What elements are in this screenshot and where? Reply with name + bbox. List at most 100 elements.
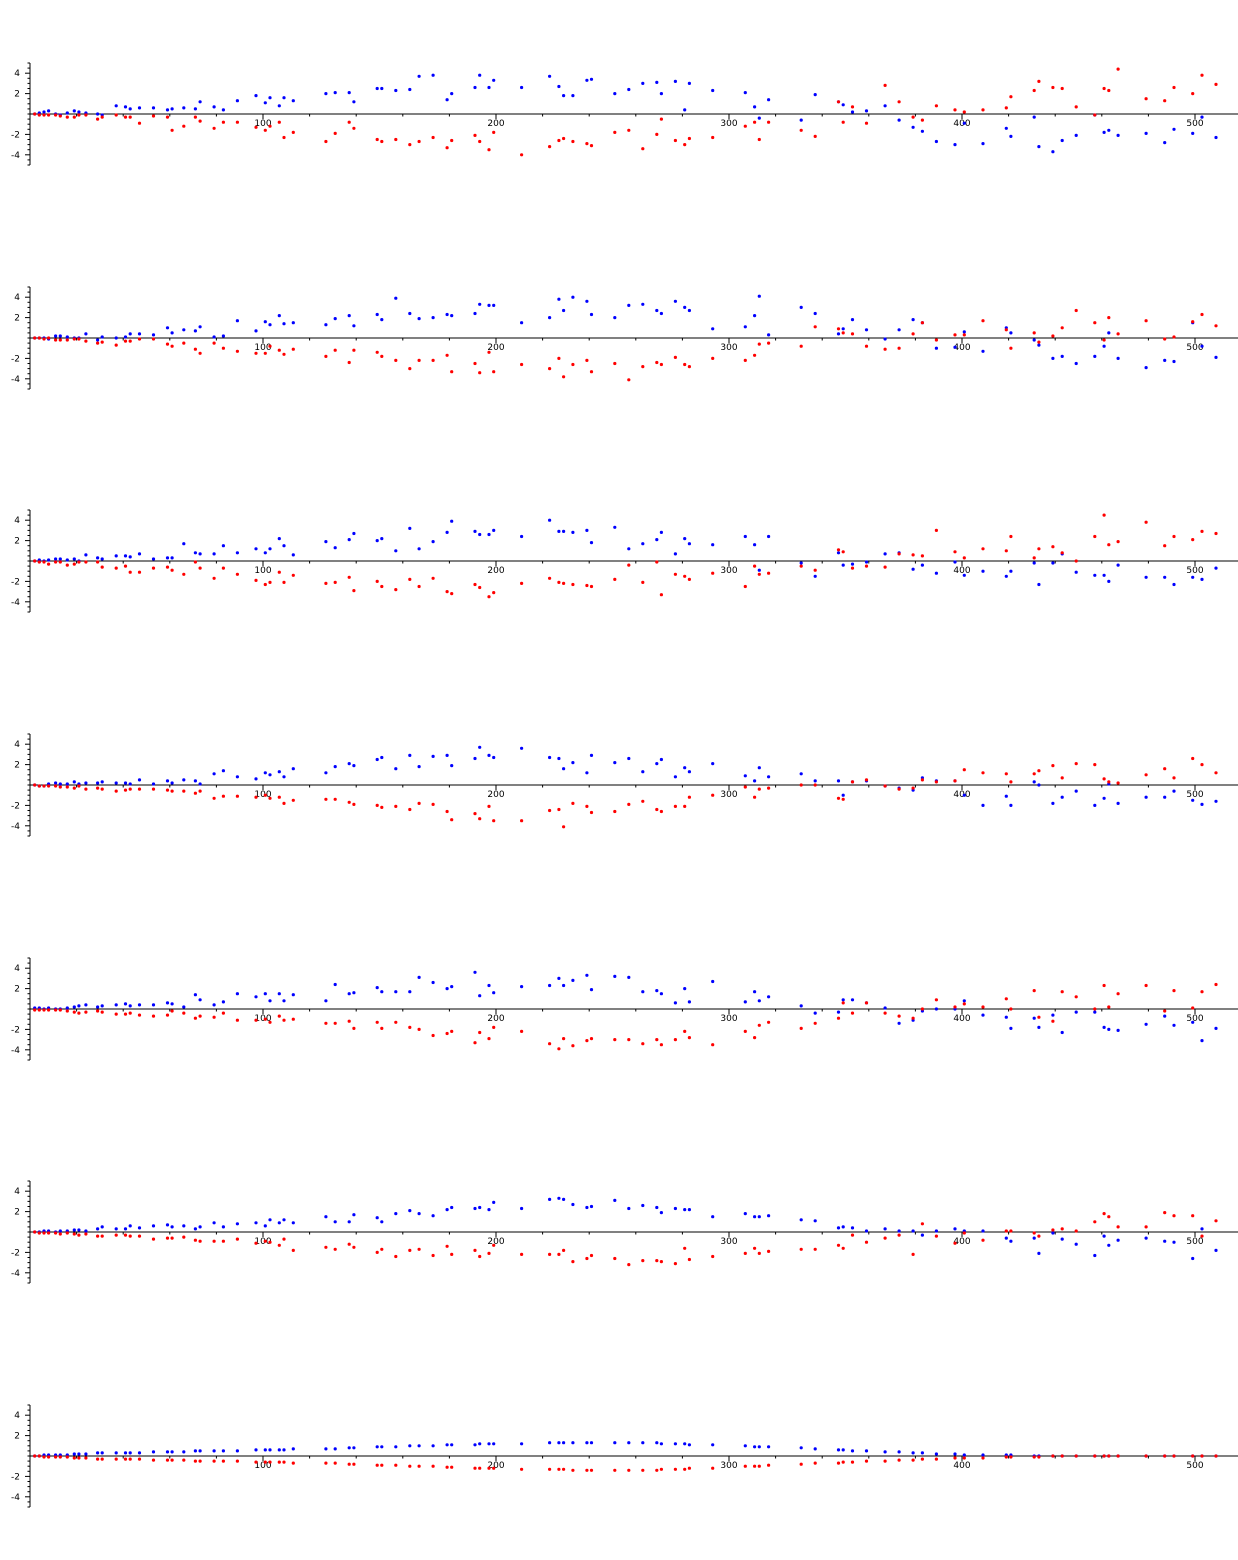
data-point — [897, 346, 901, 350]
data-point — [520, 321, 524, 325]
data-point — [165, 1013, 170, 1017]
data-point — [473, 812, 477, 816]
data-point — [1060, 138, 1064, 143]
data-point — [1200, 990, 1204, 994]
data-point — [1074, 1229, 1078, 1233]
data-point — [324, 771, 328, 775]
chart-panel-6: 4 2 -2 -4 100 200 300 400 500 — [11, 1180, 1238, 1284]
data-point — [1004, 772, 1008, 776]
data-point — [394, 137, 398, 142]
data-point — [128, 107, 132, 111]
data-point — [54, 557, 58, 561]
data-point — [571, 139, 575, 144]
data-point — [84, 332, 88, 336]
data-point — [375, 757, 379, 762]
data-point — [655, 1468, 659, 1472]
data-point — [128, 1451, 132, 1455]
data-point — [170, 107, 174, 111]
data-point — [1004, 1015, 1008, 1019]
data-point — [953, 779, 957, 783]
series-red — [33, 1211, 1218, 1267]
data-point — [743, 358, 747, 362]
data-point — [548, 367, 552, 371]
data-point — [492, 819, 496, 823]
data-point — [1116, 356, 1120, 360]
data-point — [1214, 771, 1218, 775]
data-point — [1144, 97, 1148, 101]
data-point — [193, 347, 197, 351]
data-point — [170, 1458, 174, 1462]
data-point — [487, 148, 491, 152]
data-point — [743, 785, 747, 789]
data-point — [613, 130, 617, 134]
data-point — [883, 347, 887, 351]
data-point — [1009, 803, 1013, 808]
data-point — [380, 354, 384, 358]
y-tick-label: 2 — [14, 90, 20, 100]
data-point — [324, 354, 328, 358]
data-point — [1037, 547, 1041, 551]
data-point — [920, 1457, 925, 1461]
data-point — [883, 1011, 887, 1015]
data-point — [743, 1464, 747, 1468]
data-point — [445, 753, 449, 758]
data-point — [394, 358, 398, 362]
data-point — [520, 1467, 524, 1471]
data-point — [1163, 99, 1167, 103]
data-point — [1214, 531, 1218, 536]
data-point — [953, 108, 957, 112]
data-point — [268, 344, 272, 348]
data-point — [557, 807, 561, 812]
data-point — [562, 1248, 566, 1252]
data-point — [655, 1441, 659, 1445]
data-point — [1074, 789, 1078, 793]
data-point — [333, 348, 337, 352]
data-point — [492, 1025, 496, 1029]
data-point — [282, 1237, 286, 1241]
data-point — [655, 132, 659, 136]
data-point — [282, 1460, 286, 1464]
data-point — [450, 985, 454, 989]
data-point — [58, 557, 62, 561]
data-point — [347, 538, 351, 542]
data-point — [263, 320, 267, 324]
data-point — [613, 1441, 617, 1445]
data-point — [54, 113, 58, 117]
x-tick-label: 400 — [953, 1237, 970, 1247]
data-point — [352, 531, 356, 536]
data-point — [1037, 1251, 1041, 1255]
data-point — [813, 574, 817, 578]
data-point — [920, 321, 925, 325]
data-point — [711, 979, 715, 984]
data-point — [193, 560, 197, 564]
data-point — [571, 1441, 575, 1445]
data-point — [450, 138, 454, 143]
data-point — [487, 753, 491, 758]
data-point — [520, 534, 524, 539]
data-point — [347, 762, 351, 766]
data-point — [562, 308, 566, 313]
data-point — [920, 1007, 925, 1011]
data-point — [114, 1233, 118, 1237]
data-point — [562, 983, 566, 988]
data-point — [767, 120, 771, 124]
data-point — [1074, 1454, 1078, 1458]
data-point — [333, 1220, 337, 1224]
data-point — [841, 1225, 845, 1229]
data-point — [911, 332, 915, 336]
data-point — [37, 1231, 41, 1235]
data-point — [96, 338, 100, 342]
data-point — [333, 317, 337, 321]
data-point — [473, 1206, 477, 1211]
data-point — [165, 1001, 170, 1005]
data-point — [934, 528, 939, 533]
data-point — [37, 784, 41, 788]
data-point — [182, 1224, 186, 1228]
data-point — [282, 580, 286, 585]
data-point — [84, 1229, 88, 1233]
data-point — [478, 1030, 482, 1035]
data-point — [1051, 1013, 1055, 1017]
data-point — [324, 1461, 328, 1465]
data-point — [347, 1242, 351, 1246]
data-point — [962, 999, 966, 1003]
